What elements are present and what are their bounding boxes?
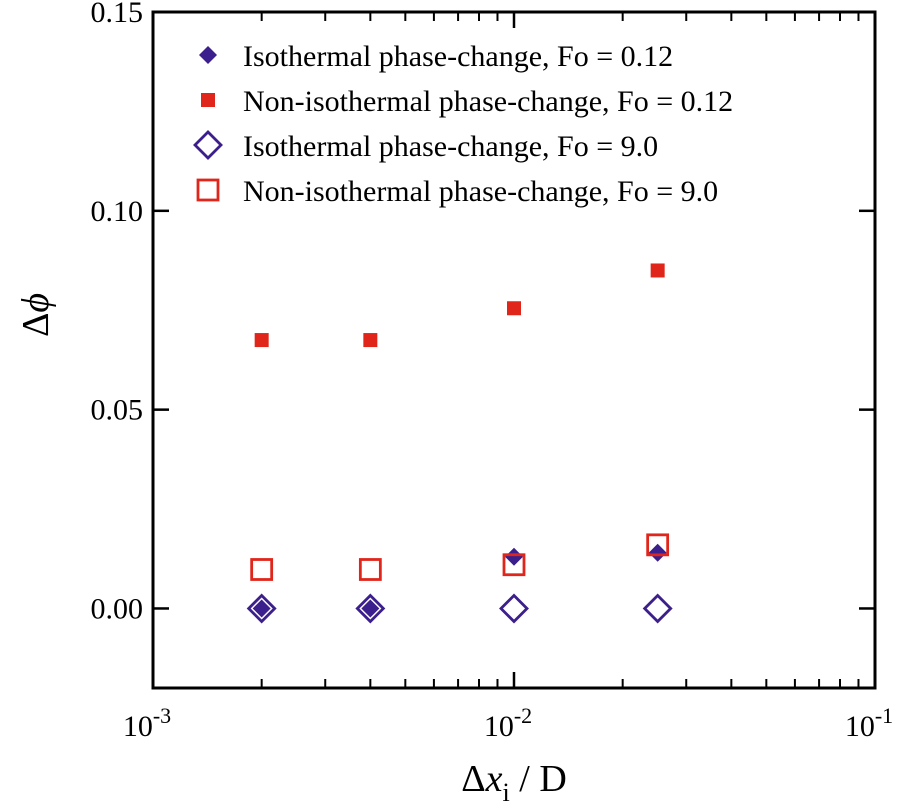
data-point-series-2 <box>650 263 665 278</box>
x-tick-exponent: -3 <box>153 703 171 728</box>
legend-marker-series-4 <box>196 178 220 202</box>
y-axis-label: Δϕ <box>15 293 57 337</box>
x-tick-exponent: -2 <box>514 703 532 728</box>
legend-marker-series-2 <box>201 93 215 107</box>
data-point-series-2 <box>507 301 521 316</box>
data-point-series-1 <box>648 543 667 562</box>
x-axis-label: Δxi / D <box>461 758 567 807</box>
legend-label-series-3: Isothermal phase-change, Fo = 9.0 <box>243 130 658 163</box>
y-axis-label-var: ϕ <box>15 293 57 313</box>
legend-marker-series-1 <box>199 46 217 64</box>
x-tick-base: 10 <box>123 710 153 743</box>
data-point-series-2 <box>254 333 269 348</box>
data-point-series-1 <box>252 599 271 618</box>
x-tick-base: 10 <box>484 710 514 743</box>
data-point-series-3 <box>642 593 673 624</box>
y-tick-label: 0.00 <box>91 592 144 625</box>
x-tick-label: 10-1 <box>845 703 893 743</box>
x-axis-label-rest: / D <box>510 758 567 800</box>
legend-marker-series-3 <box>193 130 223 160</box>
data-point-series-4 <box>250 558 274 581</box>
x-axis-label-var: x <box>485 758 503 800</box>
data-point-series-4 <box>646 533 670 557</box>
y-axis-label-delta: Δ <box>15 313 57 337</box>
data-point-series-1 <box>361 599 380 618</box>
x-tick-label: 10-3 <box>123 703 171 743</box>
data-point-series-1 <box>505 547 523 566</box>
x-tick-exponent: -1 <box>875 703 893 728</box>
data-point-series-3 <box>246 593 277 624</box>
x-tick-label: 10-2 <box>484 703 532 743</box>
data-point-series-4 <box>502 553 526 577</box>
x-axis-label-sub: i <box>503 778 510 807</box>
x-axis-label-delta: Δ <box>461 758 485 800</box>
legend-label-series-1: Isothermal phase-change, Fo = 0.12 <box>243 40 673 73</box>
data-point-series-3 <box>499 593 529 624</box>
data-point-series-4 <box>358 558 382 581</box>
data-point-series-3 <box>355 593 386 624</box>
y-tick-label: 0.15 <box>91 0 144 29</box>
y-tick-label: 0.05 <box>91 394 144 427</box>
data-point-series-2 <box>363 333 378 348</box>
x-tick-base: 10 <box>845 710 875 743</box>
y-tick-label: 0.10 <box>91 195 144 228</box>
legend-label-series-4: Non-isothermal phase-change, Fo = 9.0 <box>243 175 718 208</box>
legend-label-series-2: Non-isothermal phase-change, Fo = 0.12 <box>243 85 733 118</box>
